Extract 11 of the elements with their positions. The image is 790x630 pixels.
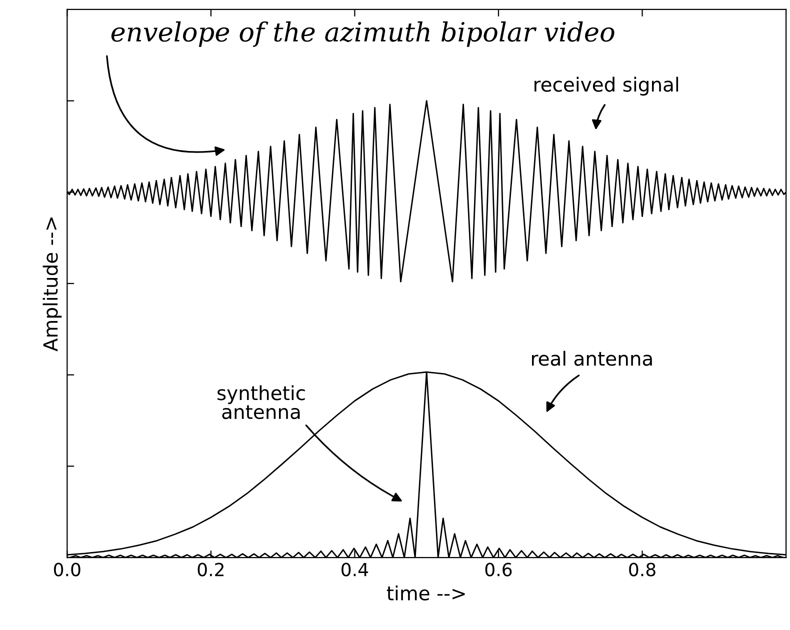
x-tick-label: 0.2 <box>198 562 224 576</box>
annotation: synthetic antenna <box>218 385 305 420</box>
x-tick-label: 0.4 <box>342 562 368 576</box>
x-axis-title: time --> <box>386 585 465 600</box>
annotation: real antenna <box>532 350 652 366</box>
text: received signal <box>534 76 678 96</box>
y-axis-title: Amplitude --> <box>42 217 62 352</box>
x-tick-label: 0.6 <box>485 562 512 576</box>
text: envelope of the azimuth bipolar video <box>111 21 614 47</box>
x-tick-label: 0.8 <box>629 562 656 576</box>
x-tick-label: 0.0 <box>54 562 80 576</box>
